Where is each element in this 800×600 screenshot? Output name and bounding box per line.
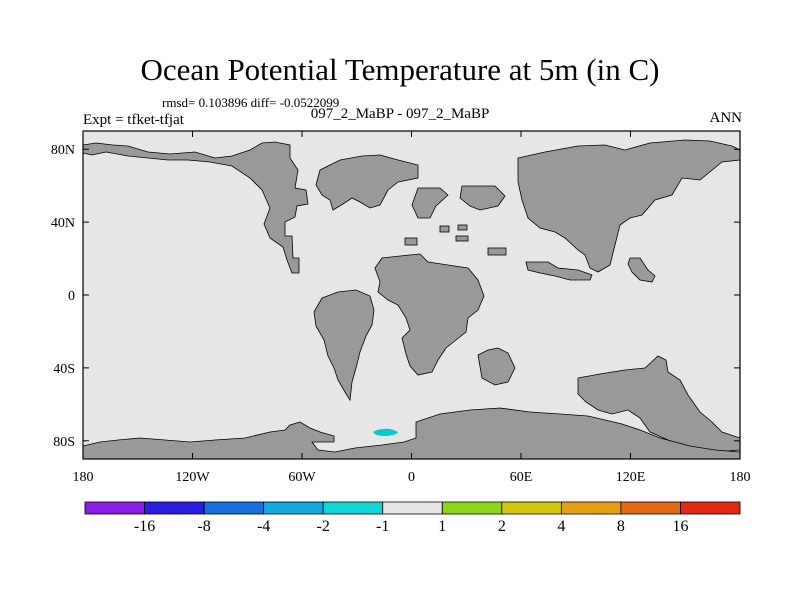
island-2: [439, 225, 450, 233]
colorbar-swatch: [263, 501, 324, 515]
land-masses: [82, 139, 741, 460]
colorbar-label: -1: [376, 518, 390, 535]
landmass-north-america: [82, 141, 309, 274]
season-label: ANN: [709, 110, 743, 126]
lat-tick-label: 40N: [51, 216, 75, 231]
lon-tick-label: 180: [730, 470, 751, 485]
lon-tick-label: 60W: [288, 470, 316, 485]
colorbar-label: -4: [256, 518, 271, 535]
colorbar-label: 16: [672, 518, 689, 535]
landmass-greenland: [315, 154, 419, 211]
colorbar-label: 8: [616, 518, 625, 535]
landmass-antarctica: [82, 407, 741, 460]
colorbar-label: -8: [197, 518, 211, 535]
colorbar-swatch: [322, 501, 384, 515]
landmass-east-fragment: [627, 257, 656, 283]
island-3: [455, 235, 469, 242]
colorbar-swatch: [680, 501, 741, 515]
island-5: [487, 247, 507, 256]
lat-tick-label: 0: [68, 289, 75, 304]
lon-tick-label: 120W: [175, 470, 210, 485]
colorbar-swatch: [501, 501, 562, 515]
island-4: [457, 224, 468, 231]
landmass-madagascar: [477, 347, 516, 386]
colorbar-label: 1: [438, 518, 447, 535]
colorbar: [84, 501, 741, 515]
lat-tick-label: 80S: [53, 435, 75, 450]
colorbar-swatch: [144, 501, 205, 515]
anomaly-patch: [373, 428, 398, 436]
lat-tick-label: 80N: [51, 143, 75, 158]
lon-tick-label: 180: [73, 470, 94, 485]
island-1: [404, 237, 418, 246]
colorbar-label: 4: [557, 518, 566, 535]
longitude-ticks: 180 120W 60W 0 60E 120E 180: [73, 131, 751, 485]
landmass-southeast-asia: [525, 261, 593, 281]
map-panel: [82, 130, 741, 460]
experiment-label: Expt = tfket-tfjat: [83, 112, 184, 128]
landmass-asia: [517, 139, 741, 273]
colorbar-swatch: [84, 501, 145, 515]
landmass-europe-east: [459, 185, 506, 211]
lon-tick-label: 120E: [616, 470, 646, 485]
colorbar-swatch: [441, 501, 503, 515]
colorbar-swatch: [620, 501, 681, 515]
plot-title: Ocean Potential Temperature at 5m (in C): [140, 52, 660, 87]
latitude-ticks: 80N 40N 0 40S 80S: [51, 143, 740, 450]
stats-text: rmsd= 0.103896 diff= -0.0522099: [162, 95, 340, 110]
colorbar-swatch: [203, 501, 265, 515]
colorbar-swatch: [382, 501, 443, 515]
colorbar-label: 2: [497, 518, 506, 535]
lon-tick-label: 0: [408, 470, 415, 485]
landmass-europe-west: [411, 187, 449, 219]
plot-subtitle: 097_2_MaBP - 097_2_MaBP: [310, 106, 490, 122]
colorbar-swatch: [560, 501, 622, 515]
lat-tick-label: 40S: [53, 362, 75, 377]
colorbar-label: -2: [316, 518, 330, 535]
landmass-africa: [374, 253, 485, 376]
colorbar-label: -16: [133, 518, 156, 535]
landmass-south-america: [313, 289, 375, 402]
lon-tick-label: 60E: [510, 470, 533, 485]
